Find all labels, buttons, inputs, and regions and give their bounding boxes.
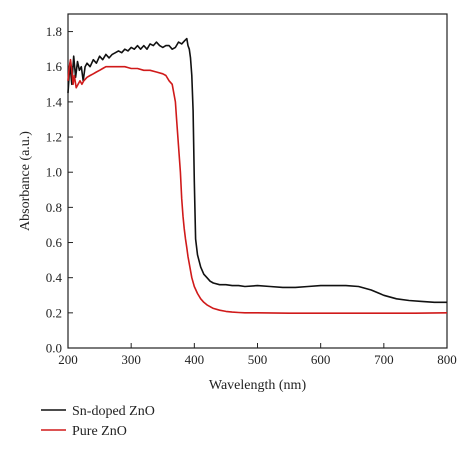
- plot-frame: [67, 13, 448, 349]
- y-tick-label: 0.4: [46, 270, 63, 285]
- y-tick-label: 0.8: [46, 200, 62, 215]
- x-tick-label: 400: [185, 352, 205, 367]
- y-tick-label: 0.2: [46, 305, 62, 320]
- y-tick-label: 1.0: [46, 165, 62, 180]
- y-tick-label: 1.4: [46, 94, 63, 109]
- x-tick-label: 500: [248, 352, 268, 367]
- y-tick-label: 1.8: [46, 24, 62, 39]
- y-axis-title: Absorbance (a.u.): [18, 131, 33, 231]
- x-tick-label: 700: [374, 352, 394, 367]
- x-axis-title: Wavelength (nm): [209, 378, 307, 393]
- legend-label: Pure ZnO: [72, 424, 127, 439]
- legend: Sn-doped ZnO Pure ZnO: [41, 404, 155, 439]
- y-tick-label: 0.0: [46, 341, 62, 356]
- legend-label: Sn-doped ZnO: [72, 404, 155, 419]
- x-tick-label: 200: [58, 352, 78, 367]
- x-tick-label: 600: [311, 352, 331, 367]
- y-tick-label: 1.6: [46, 59, 63, 74]
- series-line-pure-zno: [67, 58, 448, 315]
- x-tick-label: 800: [437, 352, 457, 367]
- series-line-sn-doped-zno: [67, 37, 447, 304]
- x-tick-label: 300: [121, 352, 141, 367]
- y-tick-label: 0.6: [46, 235, 63, 250]
- y-tick-label: 1.2: [46, 130, 62, 145]
